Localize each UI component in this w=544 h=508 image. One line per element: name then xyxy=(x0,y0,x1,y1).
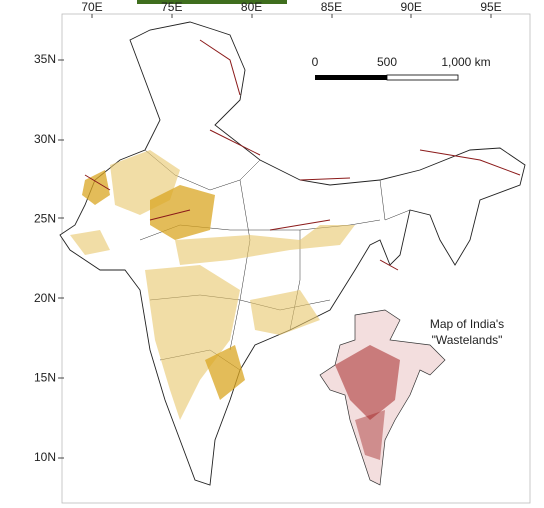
wasteland-areas xyxy=(70,150,355,420)
scale-label: 0 xyxy=(312,55,319,69)
scale-label: 1,000 km xyxy=(441,55,490,69)
lat-tick-label: 35N xyxy=(34,52,56,66)
inset-map xyxy=(319,309,446,486)
india-outline xyxy=(59,21,526,486)
scale-label: 500 xyxy=(377,55,397,69)
lon-tick-label: 95E xyxy=(480,0,501,14)
inset-caption: "Wastelands" xyxy=(432,333,503,347)
lon-tick-label: 75E xyxy=(161,0,182,14)
lon-tick-label: 85E xyxy=(321,0,342,14)
inset-caption: Map of India's xyxy=(430,317,504,331)
lon-tick-label: 90E xyxy=(401,0,422,14)
lat-tick-label: 20N xyxy=(34,291,56,305)
lon-tick-label: 80E xyxy=(241,0,262,14)
lon-tick-label: 70E xyxy=(81,0,102,14)
scale-bar xyxy=(315,74,459,81)
map-frame xyxy=(61,13,531,504)
lat-tick-label: 10N xyxy=(34,450,56,464)
red-boundaries xyxy=(84,39,521,271)
lat-tick-label: 15N xyxy=(34,371,56,385)
lat-tick-label: 30N xyxy=(34,132,56,146)
header-bar xyxy=(137,0,287,4)
ticks xyxy=(58,14,492,459)
lat-tick-label: 25N xyxy=(34,211,56,225)
